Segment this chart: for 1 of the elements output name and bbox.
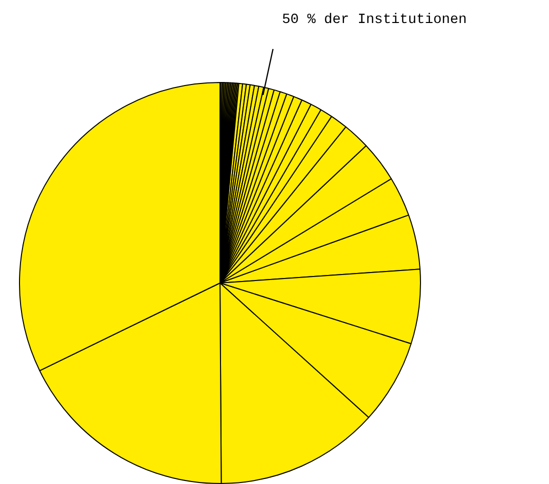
text: 50 % der Institutionen xyxy=(282,12,467,28)
